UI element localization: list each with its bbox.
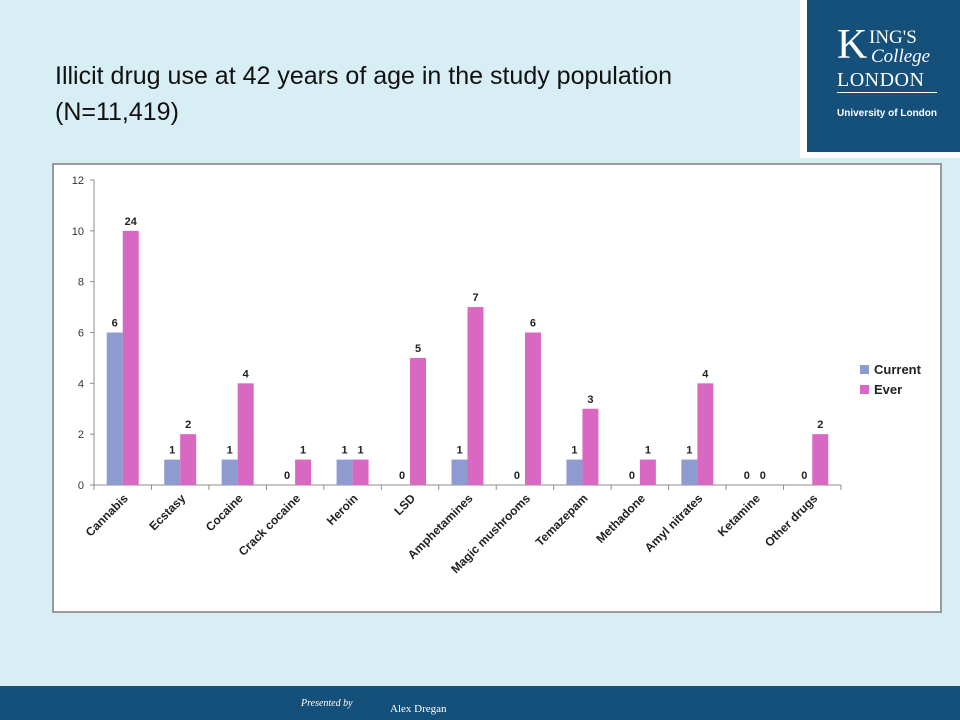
- logo-divider: [837, 92, 937, 93]
- data-label-ever: 5: [415, 343, 421, 355]
- bar-current: [221, 459, 238, 485]
- data-label-ever: 1: [358, 445, 364, 457]
- x-category-label: Cocaine: [203, 491, 246, 534]
- bar-ever: [180, 434, 197, 485]
- footer-presenter-name: Alex Dregan: [390, 703, 447, 715]
- data-label-ever: 4: [243, 368, 250, 380]
- x-category-label: Ketamine: [715, 491, 763, 539]
- data-label-current: 0: [744, 470, 750, 482]
- bar-current: [164, 459, 181, 485]
- data-label-ever: 24: [125, 216, 138, 228]
- data-label-current: 0: [801, 470, 807, 482]
- data-label-ever: 4: [702, 368, 709, 380]
- data-label-current: 1: [169, 445, 175, 457]
- y-tick-label: 12: [72, 175, 84, 187]
- data-label-current: 1: [456, 445, 462, 457]
- data-label-ever: 2: [185, 419, 191, 431]
- y-tick-label: 2: [78, 429, 84, 441]
- x-category-label: Temazepam: [533, 491, 591, 549]
- legend-label-ever: Ever: [874, 382, 902, 397]
- data-label-current: 1: [571, 445, 577, 457]
- y-tick-label: 0: [78, 480, 84, 492]
- data-label-ever: 3: [587, 394, 593, 406]
- y-tick-label: 10: [72, 226, 84, 238]
- legend-swatch-ever: [860, 385, 869, 394]
- y-tick-label: 8: [78, 277, 84, 289]
- x-category-label: Other drugs: [762, 491, 821, 550]
- legend-label-current: Current: [874, 362, 922, 377]
- data-label-ever: 0: [760, 470, 766, 482]
- bar-current: [681, 459, 698, 485]
- y-tick-label: 4: [78, 378, 84, 390]
- footer-presented-by: Presented by: [301, 698, 353, 709]
- x-category-label: Heroin: [324, 491, 361, 528]
- data-label-ever: 7: [472, 292, 478, 304]
- data-label-current: 0: [514, 470, 520, 482]
- logo-panel: K ING'S College LONDON University of Lon…: [807, 0, 960, 152]
- data-label-current: 1: [342, 445, 348, 457]
- bar-ever: [352, 459, 369, 485]
- bar-ever: [582, 408, 599, 485]
- x-category-label: Methadone: [593, 491, 648, 546]
- chart-frame: 0 2 4 6 8 10 12 6 24 Cannabis 1 2 Ecstasy 1 4 Cocaine 0 1…: [52, 163, 942, 613]
- bar-ever: [697, 383, 714, 485]
- bar-ever: [467, 307, 484, 485]
- logo-college: College: [871, 46, 931, 67]
- footer-bar: Presented by Alex Dregan: [0, 686, 960, 720]
- data-label-ever: 1: [300, 445, 306, 457]
- x-category-label: Amyl nitrates: [642, 491, 706, 555]
- data-label-ever: 6: [530, 318, 536, 330]
- data-label-current: 0: [399, 470, 405, 482]
- x-category-label: Cannabis: [83, 491, 131, 539]
- data-label-ever: 1: [645, 445, 651, 457]
- bar-ever: [812, 434, 829, 485]
- bar-ever: [122, 230, 139, 485]
- logo-ings: ING'S: [869, 27, 917, 48]
- drug-use-bar-chart: 024681012624Cannabis12Ecstasy14Cocaine01…: [72, 175, 922, 576]
- logo-k: K: [837, 22, 868, 68]
- bar-ever: [639, 459, 656, 485]
- data-label-current: 6: [112, 318, 118, 330]
- logo-london: LONDON: [837, 69, 925, 91]
- slide-title: Illicit drug use at 42 years of age in t…: [55, 62, 673, 126]
- data-label-current: 1: [227, 445, 233, 457]
- bar-current: [566, 459, 583, 485]
- legend-swatch-current: [860, 365, 869, 374]
- kings-college-logo: K ING'S College LONDON University of Lon…: [800, 0, 960, 158]
- data-label-current: 0: [284, 470, 290, 482]
- bar-ever: [524, 332, 541, 485]
- logo-university: University of London: [837, 108, 937, 119]
- data-label-current: 1: [686, 445, 692, 457]
- bar-ever: [410, 357, 427, 485]
- data-label-current: 0: [629, 470, 635, 482]
- data-label-ever: 2: [817, 419, 823, 431]
- bar-current: [336, 459, 353, 485]
- x-category-label: LSD: [391, 491, 418, 518]
- y-tick-label: 6: [78, 328, 84, 340]
- bar-current: [106, 332, 123, 485]
- x-category-label: Crack cocaine: [236, 491, 304, 559]
- x-category-label: Ecstasy: [146, 491, 188, 533]
- bar-ever: [237, 383, 254, 485]
- bar-ever: [295, 459, 312, 485]
- bar-current: [451, 459, 468, 485]
